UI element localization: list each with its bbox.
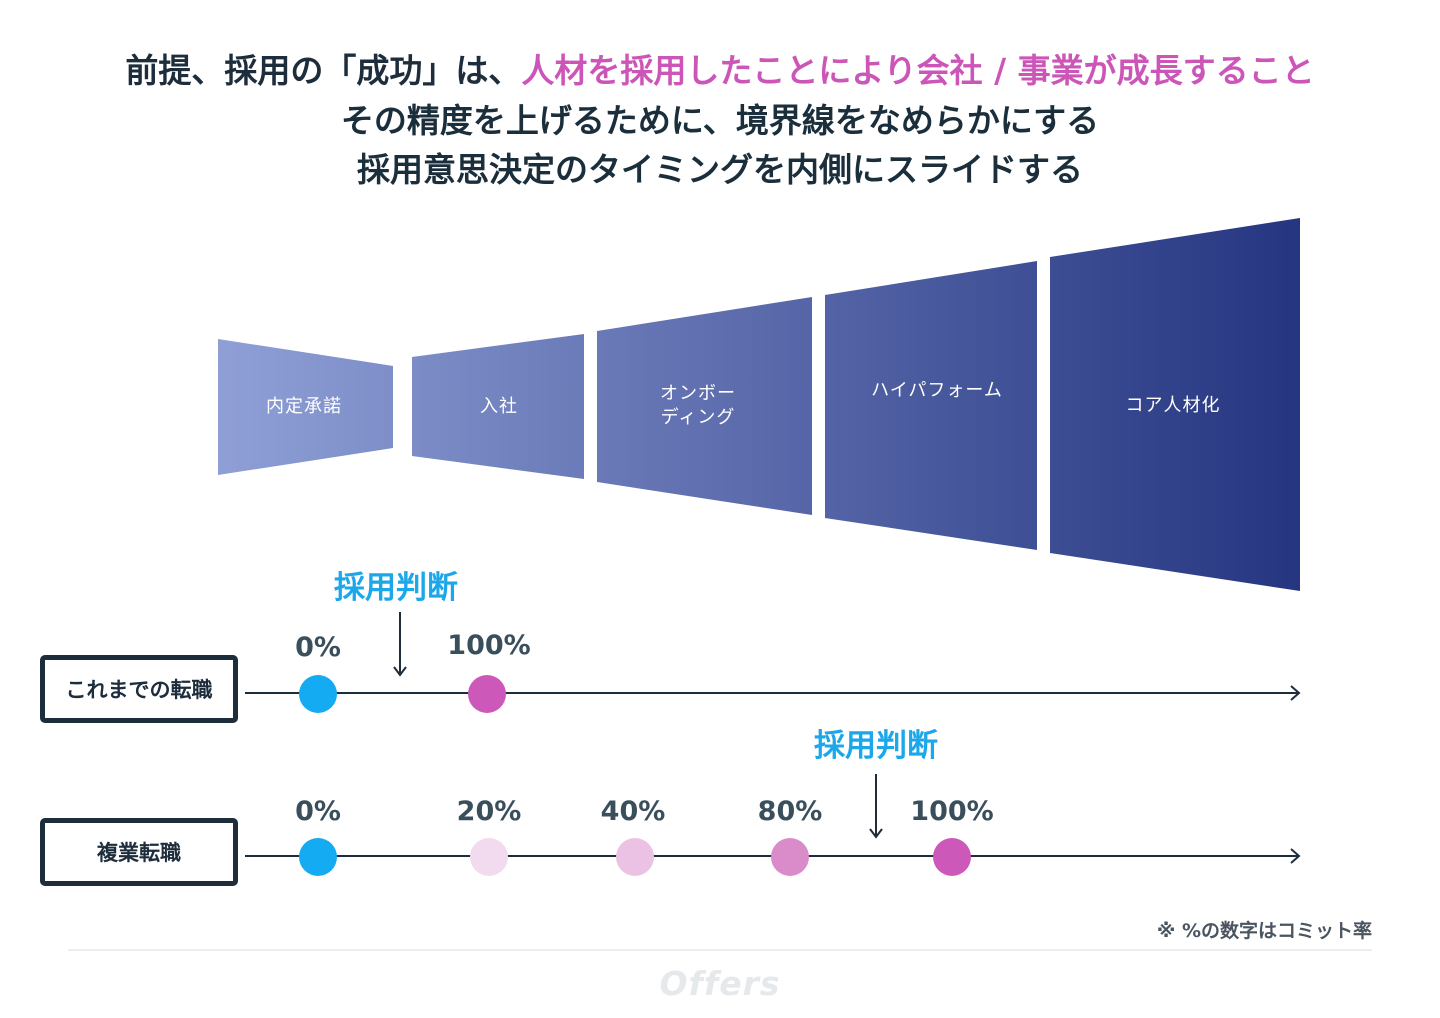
headline-line-2: その精度を上げるために、境界線をなめらかにする (340, 101, 1100, 140)
funnel-stage-1 (218, 339, 393, 475)
pct-label: 100% (910, 796, 994, 827)
down-arrow-icon (393, 666, 407, 677)
decision-label-row-1: 採用判断 (334, 570, 458, 606)
pct-label: 0% (295, 796, 341, 827)
funnel-stage-3 (597, 297, 812, 515)
arrowhead-icon (1290, 685, 1301, 701)
commit-dot (470, 838, 508, 876)
funnel-stage-1-label: 内定承諾 (266, 396, 342, 417)
arrowhead-icon (1290, 848, 1301, 864)
offers-logo: Offers (659, 964, 781, 1003)
commit-dot (933, 838, 971, 876)
headline-line-1: 前提、採用の「成功」は、人材を採用したことにより会社 / 事業が成長すること (0, 47, 1440, 95)
headline-line-1-accent: 人材を採用したことにより会社 / 事業が成長すること (521, 51, 1315, 90)
commit-dot (468, 675, 506, 713)
divider (68, 949, 1372, 951)
headline-line-1-dark: 前提、採用の「成功」は、 (125, 51, 522, 90)
funnel-stage-3-label: オンボー ディング (660, 383, 736, 428)
row-label-side-job: 複業転職 (40, 818, 238, 886)
funnel-stage-2 (412, 334, 584, 479)
pct-label: 0% (295, 632, 341, 663)
footnote: ※ %の数字はコミット率 (1156, 920, 1372, 942)
commit-dot (299, 675, 337, 713)
headline-line-3: 採用意思決定のタイミングを内側にスライドする (357, 150, 1083, 189)
pct-label: 100% (447, 630, 531, 661)
funnel-stage-2-label: 入社 (480, 396, 518, 417)
commit-dot (616, 838, 654, 876)
funnel-stage-4-label: ハイパフォーム (871, 380, 1003, 401)
funnel-stage-5-label: コア人材化 (1125, 395, 1221, 416)
pct-label: 20% (456, 796, 522, 827)
commit-dot (771, 838, 809, 876)
pct-label: 80% (757, 796, 823, 827)
funnel-stage-4 (825, 261, 1037, 550)
funnel-stage-5 (1050, 218, 1300, 591)
down-arrow-icon (869, 828, 883, 839)
pct-label: 40% (600, 796, 666, 827)
commit-dot (299, 838, 337, 876)
decision-label-row-2: 採用判断 (814, 728, 938, 764)
row-label-traditional: これまでの転職 (40, 655, 238, 723)
